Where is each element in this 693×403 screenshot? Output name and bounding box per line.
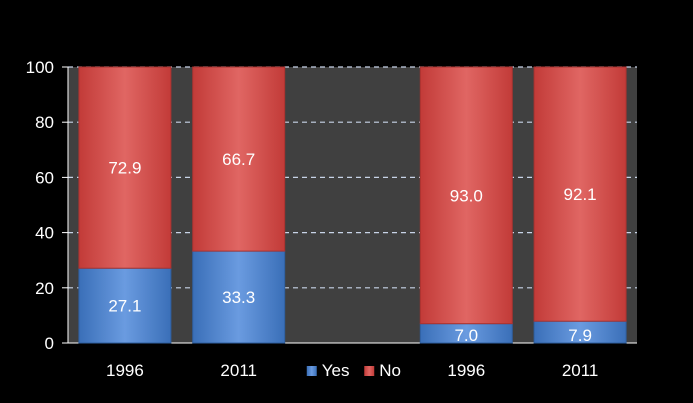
data-label-no: 72.9 bbox=[108, 159, 141, 178]
bar-yes bbox=[192, 250, 286, 344]
data-label-yes: 7.0 bbox=[454, 326, 478, 345]
y-tick-label: 0 bbox=[45, 334, 54, 353]
data-label-yes: 7.9 bbox=[568, 326, 592, 345]
bars: 27.1 72.9 33.3 66.7 7.0 93.0 7.9 92.1 bbox=[78, 66, 627, 345]
x-tick-label: 2011 bbox=[220, 361, 257, 380]
x-axis-labels: 1996 2011 1996 2011 bbox=[106, 361, 598, 380]
legend-label-no: No bbox=[379, 361, 401, 380]
legend-label-yes: Yes bbox=[322, 361, 350, 380]
bar-no bbox=[419, 66, 513, 325]
data-label-no: 66.7 bbox=[222, 150, 255, 169]
y-tick-label: 40 bbox=[35, 224, 54, 243]
x-tick-label: 2011 bbox=[562, 361, 599, 380]
bar-no bbox=[78, 66, 172, 269]
legend: Yes No bbox=[306, 361, 401, 380]
data-label-yes: 27.1 bbox=[108, 297, 141, 316]
legend-swatch-yes bbox=[306, 366, 317, 376]
bar-yes bbox=[78, 267, 172, 344]
y-axis: 0 20 40 60 80 100 bbox=[26, 58, 637, 353]
bar-no bbox=[533, 66, 627, 322]
y-tick-label: 100 bbox=[26, 58, 54, 77]
y-tick-label: 80 bbox=[35, 113, 54, 132]
x-tick-label: 1996 bbox=[447, 361, 485, 380]
legend-swatch-no bbox=[364, 366, 375, 376]
data-label-no: 92.1 bbox=[564, 185, 597, 204]
data-label-yes: 33.3 bbox=[222, 288, 255, 307]
bar-no bbox=[192, 66, 286, 252]
y-tick-label: 60 bbox=[35, 168, 54, 187]
x-tick-label: 1996 bbox=[106, 361, 144, 380]
data-label-no: 93.0 bbox=[450, 186, 483, 205]
y-tick-label: 20 bbox=[35, 279, 54, 298]
